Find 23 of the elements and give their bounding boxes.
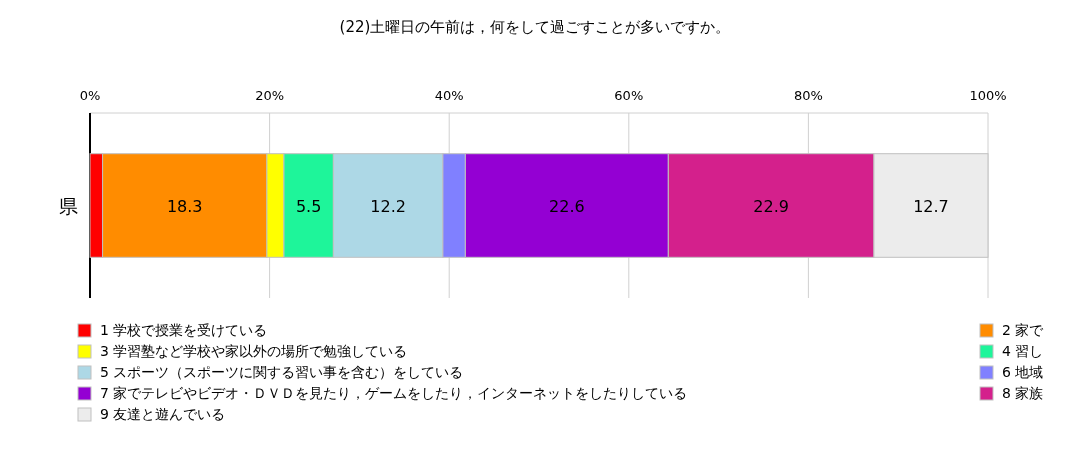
legend-label: 8 家族: [1002, 385, 1044, 401]
y-tick-label: 県: [59, 194, 78, 217]
data-label: 12.2: [370, 196, 406, 216]
data-label: 22.9: [753, 196, 789, 216]
legend-label: 3 学習塾など学校や家以外の場所で勉強している: [100, 343, 408, 359]
legend-label: 1 学校で授業を受けている: [100, 322, 268, 338]
x-tick-label: 60%: [614, 88, 644, 103]
x-tick-label: 80%: [793, 88, 823, 103]
chart-title: (22)土曜日の午前は，何をして過ごすことが多いですか。: [339, 18, 731, 36]
data-label: 12.7: [913, 196, 949, 216]
data-label: 18.3: [166, 196, 203, 216]
x-tick-label: 0%: [79, 88, 101, 103]
x-tick-label: 100%: [969, 88, 1007, 103]
data-label: 5.5: [295, 196, 322, 216]
legend-label: 5 スポーツ（スポーツに関する習い事を含む）をしている: [100, 364, 464, 380]
legend-label: 6 地域: [1002, 364, 1044, 380]
data-label: 22.6: [549, 196, 585, 216]
legend-label: 2 家で: [1002, 322, 1045, 338]
x-tick-label: 40%: [434, 88, 464, 103]
legend-label: 9 友達と遊んでいる: [100, 406, 226, 422]
x-tick-label: 20%: [255, 88, 285, 103]
legend-label: 7 家でテレビやビデオ・ＤＶＤを見たり，ゲームをしたり，インターネットをしたりしている: [100, 385, 688, 401]
legend-label: 4 習し: [1002, 343, 1044, 359]
